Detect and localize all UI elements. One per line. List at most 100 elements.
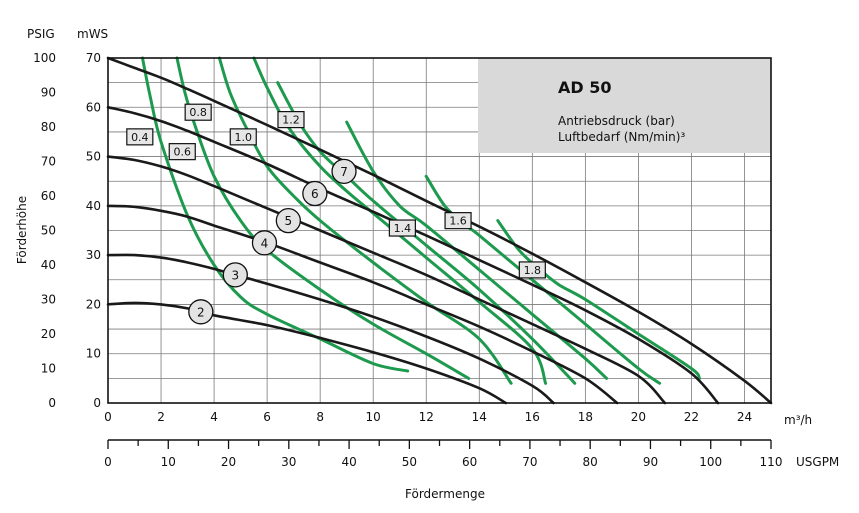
pressure-label-6: 6 <box>302 180 328 207</box>
y-unit-label: mWS <box>77 27 108 41</box>
air-label-text: 1.8 <box>524 264 542 277</box>
air-label-box <box>518 261 546 279</box>
chart-subtitle-air: Luftbedarf (Nm/min)³ <box>558 130 685 144</box>
pressure-label-text: 6 <box>311 187 319 201</box>
title-box-background <box>478 58 771 153</box>
y-axis-title: Förderhöhe <box>15 196 29 264</box>
air-label-0.8: 0.8 <box>184 103 212 121</box>
pressure-curve-2-bar <box>106 301 508 405</box>
x2-tick-label: 50 <box>402 455 417 469</box>
x-tick-label: 24 <box>737 410 752 424</box>
x-tick-label: 12 <box>419 410 434 424</box>
air-label-0.4: 0.4 <box>126 128 154 146</box>
air-label-text: 1.2 <box>282 114 300 127</box>
pressure-label-text: 7 <box>340 165 348 179</box>
pressure-label-circle <box>331 158 357 185</box>
air-label-box <box>444 212 472 230</box>
air-label-text: 1.6 <box>449 215 467 228</box>
air-curve-1.0 <box>252 56 548 385</box>
pressure-label-7: 7 <box>331 158 357 185</box>
air-label-text: 1.0 <box>235 131 253 144</box>
pressure-label-3: 3 <box>222 262 248 288</box>
air-label-1.0: 1.0 <box>229 128 257 146</box>
x-tick-label: 18 <box>578 410 593 424</box>
x-tick-label: 4 <box>210 410 218 424</box>
pressure-curve-4-bar <box>106 204 619 405</box>
x-tick-label: 14 <box>472 410 487 424</box>
pressure-curve-6-bar <box>106 106 720 405</box>
pressure-curve-7-bar <box>106 56 773 405</box>
pressure-label-text: 5 <box>285 214 293 228</box>
pressure-label-circle <box>222 262 248 288</box>
air-label-box <box>229 128 257 146</box>
pressure-label-circle <box>251 230 278 256</box>
air-curve-0.6 <box>175 56 471 380</box>
y2-tick-label: 80 <box>41 120 56 134</box>
y2-tick-label: 10 <box>41 362 56 376</box>
x2-tick-label: 0 <box>104 455 112 469</box>
y2-tick-label: 60 <box>41 189 56 203</box>
x-tick-label: 6 <box>263 410 271 424</box>
y2-tick-label: 0 <box>48 396 56 410</box>
x-tick-label: 2 <box>157 410 165 424</box>
y-tick-label: 50 <box>86 150 101 164</box>
pressure-label-text: 3 <box>231 268 239 282</box>
y-tick-label: 0 <box>93 396 101 410</box>
y-tick-label: 30 <box>86 248 101 262</box>
pressure-curve-3-bar <box>106 253 555 405</box>
y2-tick-label: 40 <box>41 258 56 272</box>
air-label-1.8: 1.8 <box>518 261 546 279</box>
air-curve-1.8 <box>496 219 701 380</box>
y2-tick-label: 20 <box>41 327 56 341</box>
air-label-1.2: 1.2 <box>277 111 305 129</box>
chart-subtitle-pressure: Antriebsdruck (bar) <box>558 114 675 128</box>
axes: 0 2 4 6 8 10 12 14 16 18 20 22 240102030405060700102… <box>33 51 782 469</box>
pressure-label-circle <box>188 299 214 325</box>
x2-tick-label: 90 <box>643 455 658 469</box>
air-curve-1.6 <box>424 174 662 385</box>
air-label-text: 0.4 <box>131 131 149 144</box>
x2-tick-label: 110 <box>760 455 783 469</box>
x2-tick-label: 20 <box>221 455 236 469</box>
x-unit-label: m³/h <box>784 413 812 427</box>
y2-tick-label: 90 <box>41 86 56 100</box>
y2-tick-label: 100 <box>33 51 56 65</box>
x2-unit-label: USGPM <box>796 455 839 469</box>
y2-unit-label: PSIG <box>27 27 55 41</box>
air-curve-1.2 <box>276 81 577 385</box>
pressure-label-5: 5 <box>275 207 301 234</box>
x-tick-label: 22 <box>684 410 699 424</box>
air-label-box <box>168 143 196 161</box>
x2-tick-label: 60 <box>462 455 477 469</box>
pressure-label-circle <box>302 180 328 207</box>
x2-tick-label: 70 <box>522 455 537 469</box>
series-labels: 0.4 0.6 0.8 1.0 1.2 1.4 1.6 1.8 2 3 4 5 6 7 <box>126 103 546 325</box>
y-tick-label: 40 <box>86 199 101 213</box>
x-tick-label: 0 <box>104 410 112 424</box>
air-label-0.6: 0.6 <box>168 143 196 161</box>
pressure-label-2: 2 <box>188 299 214 325</box>
x2-tick-label: 100 <box>699 455 722 469</box>
air-label-box <box>126 128 154 146</box>
y2-tick-label: 50 <box>41 224 56 238</box>
air-label-text: 0.6 <box>174 146 192 159</box>
y-tick-label: 20 <box>86 297 101 311</box>
air-label-box <box>388 219 416 237</box>
y2-tick-label: 70 <box>41 155 56 169</box>
air-label-1.4: 1.4 <box>388 219 416 237</box>
pressure-label-circle <box>275 207 301 234</box>
title-box: AD 50 Antriebsdruck (bar) Luftbedarf (Nm… <box>478 58 771 153</box>
x2-tick-label: 40 <box>341 455 356 469</box>
air-label-1.6: 1.6 <box>444 212 472 230</box>
pressure-curve-5-bar <box>106 155 667 405</box>
x-tick-label: 16 <box>525 410 540 424</box>
x-tick-label: 8 <box>316 410 324 424</box>
y-tick-label: 70 <box>86 51 101 65</box>
air-label-box <box>184 103 212 121</box>
x2-tick-label: 80 <box>583 455 598 469</box>
y-tick-label: 10 <box>86 347 101 361</box>
pressure-label-text: 2 <box>197 305 205 319</box>
air-label-text: 1.4 <box>394 222 412 235</box>
y2-tick-label: 30 <box>41 293 56 307</box>
